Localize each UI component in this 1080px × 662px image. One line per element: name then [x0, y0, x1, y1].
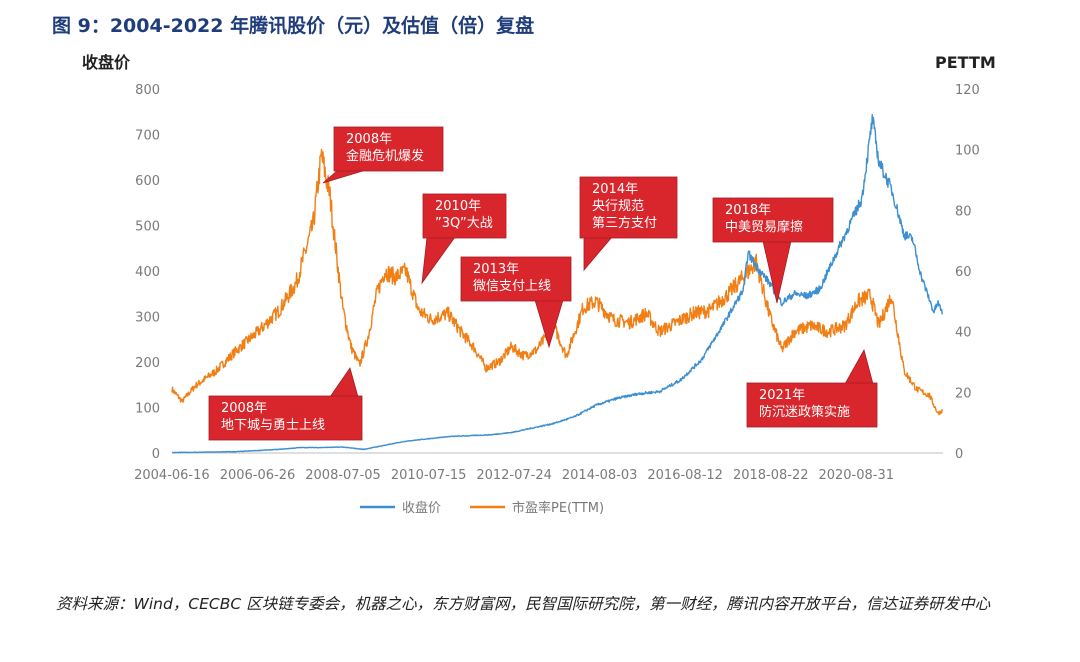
x-tick-label: 2008-07-05	[305, 468, 381, 483]
y-left-tick: 600	[135, 174, 160, 189]
chart: 收盘价 PETTM80070060050040030020010001201008…	[82, 53, 996, 516]
legend-price-label: 收盘价	[402, 500, 441, 516]
x-tick-label: 2018-08-22	[733, 468, 809, 483]
callout-text: 2021年	[759, 388, 805, 403]
pe-line	[171, 148, 943, 416]
callout-box	[460, 256, 572, 302]
callout-pointer	[329, 367, 359, 398]
y-left-tick: 100	[135, 402, 160, 417]
callout-pointer	[322, 169, 367, 184]
callout-text: 防沉迷政策实施	[759, 404, 850, 420]
y-left-title: 收盘价	[82, 53, 131, 72]
callout-pointer	[583, 236, 613, 272]
x-tick-label: 2010-07-15	[391, 468, 467, 483]
y-right-title: PETTM	[935, 53, 996, 72]
callout-text: 中美贸易摩擦	[725, 219, 803, 235]
y-right-tick: 40	[955, 326, 972, 341]
callout-text: 金融危机爆发	[346, 148, 424, 164]
callout-text: 地下城与勇士上线	[221, 418, 325, 433]
callout-pointer	[844, 348, 874, 385]
x-tick-label: 2016-08-12	[647, 468, 723, 483]
callout-text: 2008年	[221, 401, 267, 416]
x-tick-label: 2006-06-26	[220, 468, 296, 483]
y-left-tick: 300	[135, 311, 160, 326]
y-right-tick: 80	[955, 204, 972, 219]
source-note: 资料来源：Wind，CECBC 区块链专委会，机器之心，东方财富网，民智国际研究…	[56, 595, 991, 613]
x-tick-label: 2004-06-16	[134, 468, 210, 483]
x-tick-label: 2014-08-03	[562, 468, 638, 483]
callout-text: 2013年	[473, 262, 519, 277]
legend-pe-label: 市盈率PE(TTM)	[512, 500, 604, 516]
callout-text: 央行规范	[592, 199, 644, 214]
callout-box	[746, 382, 878, 428]
callout-text: 2008年	[346, 132, 392, 147]
y-right-tick: 20	[955, 386, 972, 401]
callout-text: 微信支付上线	[473, 279, 551, 294]
y-right-tick: 0	[955, 447, 963, 462]
callout-box	[208, 395, 363, 441]
callout-text: 第三方支付	[592, 215, 657, 231]
x-tick-label: 2012-07-24	[476, 468, 552, 483]
callout-pointer	[421, 236, 456, 285]
figure-title: 图 9：2004-2022 年腾讯股价（元）及估值（倍）复盘	[52, 15, 535, 37]
callout-text: 2014年	[592, 182, 638, 197]
x-tick-label: 2020-08-31	[818, 468, 894, 483]
y-left-tick: 400	[135, 265, 160, 280]
y-left-tick: 0	[152, 447, 160, 462]
callout-text: 2018年	[725, 203, 771, 218]
callout-box	[712, 197, 834, 243]
callout-text: ”3Q”大战	[435, 216, 493, 231]
callout-box	[422, 193, 507, 239]
y-left-tick: 800	[135, 83, 160, 98]
price-line	[171, 114, 943, 454]
y-right-tick: 120	[955, 83, 980, 98]
y-left-tick: 500	[135, 220, 160, 235]
callout-box	[579, 176, 678, 239]
annotation-callout: 2010年 ”3Q”大战	[421, 193, 507, 285]
callout-pointer	[762, 240, 792, 304]
y-right-tick: 100	[955, 144, 980, 159]
callout-box	[333, 126, 444, 172]
callout-text: 2010年	[435, 199, 481, 214]
y-left-tick: 700	[135, 129, 160, 144]
y-right-tick: 60	[955, 265, 972, 280]
y-left-tick: 200	[135, 356, 160, 371]
